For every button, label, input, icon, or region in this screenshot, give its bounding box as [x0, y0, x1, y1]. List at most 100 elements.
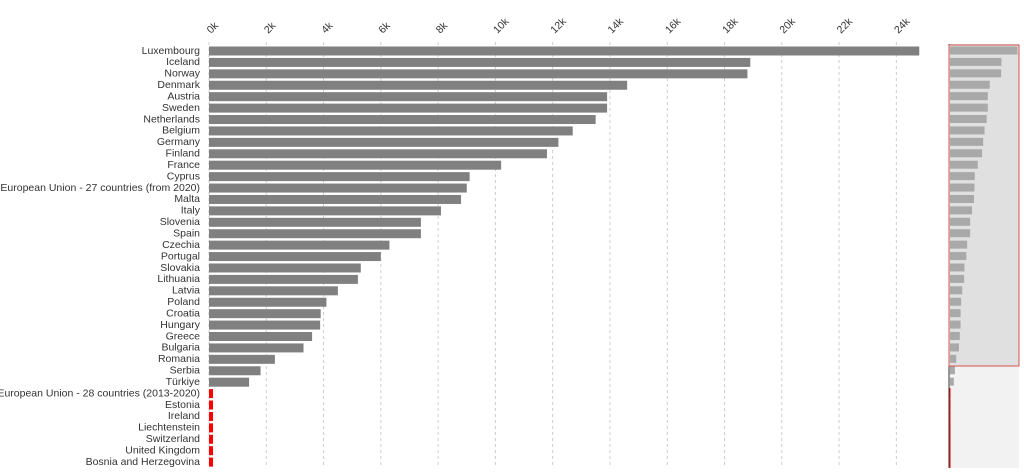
missing-bar: [209, 400, 213, 410]
y-tick-label: Iceland: [166, 56, 200, 68]
minimap-bar: [950, 80, 990, 89]
bar: [209, 46, 920, 56]
y-tick-label: Denmark: [157, 79, 200, 91]
missing-bar: [209, 457, 213, 467]
minimap-missing: [949, 410, 951, 423]
missing-bar: [209, 423, 213, 433]
bar: [209, 229, 421, 239]
bar: [209, 377, 250, 387]
x-tick-label: 22k: [835, 15, 856, 36]
minimap-bar: [950, 332, 960, 340]
y-tick-label: Norway: [164, 68, 200, 80]
bar: [209, 92, 608, 102]
y-tick-label: Estonia: [165, 399, 200, 411]
y-tick-label: Türkiye: [166, 376, 201, 388]
bar: [209, 172, 470, 182]
y-tick-label: Serbia: [170, 365, 201, 377]
minimap-bar: [950, 69, 1002, 78]
minimap-missing: [949, 399, 951, 411]
bar: [209, 297, 327, 307]
minimap-bar: [950, 160, 978, 169]
y-tick-label: Portugal: [161, 250, 200, 262]
bar: [209, 309, 321, 319]
minimap-bar: [950, 286, 963, 295]
bar: [209, 343, 304, 353]
y-tick-label: Cyprus: [167, 170, 200, 182]
x-tick-label: 4k: [319, 19, 336, 36]
bar: [209, 149, 547, 159]
bar: [209, 274, 358, 284]
bar: [209, 252, 381, 262]
y-tick-label: Liechtenstein: [138, 422, 200, 434]
missing-bar: [209, 446, 213, 456]
x-tick-label: 6k: [376, 19, 393, 36]
x-tick-label: 8k: [434, 19, 451, 36]
bar: [209, 57, 751, 67]
minimap-missing: [949, 444, 951, 457]
minimap-bar: [950, 240, 968, 249]
y-tick-label: Finland: [166, 148, 201, 160]
minimap-bar: [950, 217, 971, 226]
y-tick-label: Belgium: [162, 125, 200, 137]
bar: [209, 263, 361, 273]
minimap-missing: [949, 387, 951, 400]
y-tick-label: Poland: [167, 296, 200, 308]
minimap-bar: [950, 57, 1002, 66]
minimap-bar: [950, 354, 957, 363]
y-tick-label: Germany: [157, 136, 201, 148]
missing-bar: [209, 389, 213, 399]
bar: [209, 194, 462, 204]
minimap-bar: [950, 126, 985, 135]
y-tick-label: Greece: [166, 330, 201, 342]
y-tick-label: United Kingdom: [125, 444, 200, 456]
minimap-frame: [948, 44, 1020, 367]
x-tick-label: 18k: [720, 15, 741, 36]
bar: [209, 126, 573, 136]
bar: [209, 103, 608, 113]
minimap-bar: [950, 149, 983, 158]
minimap-bar: [950, 46, 1018, 55]
bar: [209, 366, 261, 376]
y-tick-label: France: [167, 159, 200, 171]
missing-bar: [209, 411, 213, 421]
y-tick-label: European Union - 27 countries (from 2020…: [0, 182, 200, 194]
bar: [209, 80, 628, 90]
y-tick-label: Romania: [158, 353, 200, 365]
bar: [209, 354, 275, 364]
bar: [209, 115, 596, 125]
x-tick-label: 16k: [663, 15, 684, 36]
y-tick-label: European Union - 28 countries (2013-2020…: [0, 387, 200, 399]
minimap-bar: [950, 137, 984, 146]
y-tick-label: Czechia: [162, 239, 200, 251]
bar: [209, 332, 313, 341]
bar: [209, 183, 467, 193]
minimap-bar: [950, 263, 965, 272]
y-tick-label: Spain: [173, 228, 200, 240]
minimap-rest: [949, 366, 1019, 468]
minimap-bar: [950, 320, 961, 329]
minimap-missing: [949, 422, 951, 434]
minimap-bar: [950, 343, 959, 352]
y-tick-label: Malta: [174, 193, 200, 205]
bar: [209, 160, 502, 170]
bar: [209, 137, 559, 147]
minimap-bar: [950, 297, 962, 306]
y-tick-label: Bulgaria: [161, 342, 200, 354]
x-tick-label: 20k: [777, 15, 798, 36]
y-tick-label: Italy: [181, 205, 201, 217]
minimap-bar: [950, 309, 961, 318]
minimap-bar: [950, 103, 988, 112]
y-tick-label: Slovakia: [160, 262, 200, 274]
y-tick-label: Austria: [167, 90, 200, 102]
y-tick-label: Hungary: [160, 319, 200, 331]
y-tick-label: Bosnia and Herzegovina: [86, 456, 201, 468]
bar: [209, 320, 321, 330]
minimap-bar: [950, 366, 955, 375]
y-tick-label: Lithuania: [157, 273, 200, 285]
x-tick-label: 0k: [205, 19, 222, 36]
minimap-bar: [950, 92, 988, 101]
y-tick-label: Croatia: [166, 307, 200, 319]
y-tick-label: Slovenia: [160, 216, 200, 228]
y-tick-label: Ireland: [168, 410, 200, 422]
minimap-missing: [949, 433, 951, 445]
